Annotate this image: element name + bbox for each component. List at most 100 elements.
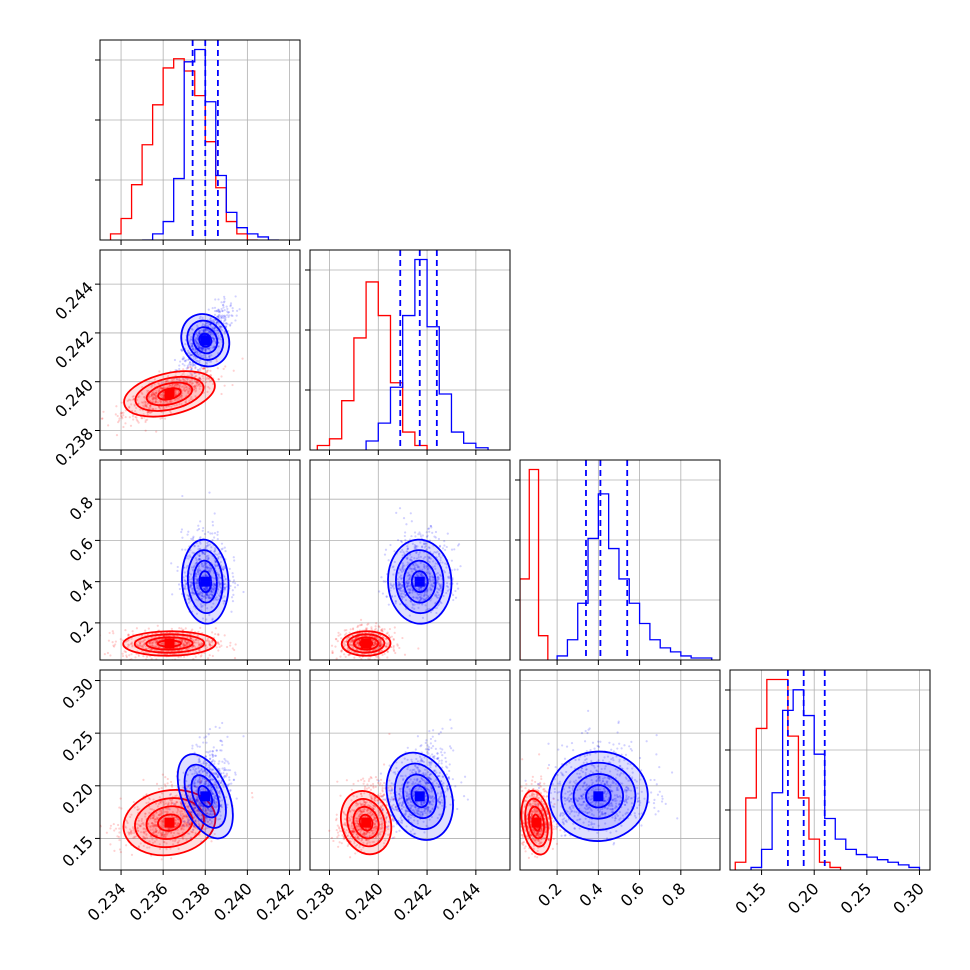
scatter-point-red	[206, 637, 210, 640]
scatter-point-blue	[203, 532, 207, 536]
contour-blue-peak	[200, 576, 211, 587]
scatter-point-blue	[200, 604, 203, 607]
scatter-point-red	[155, 395, 158, 398]
scatter-point-red	[201, 367, 204, 370]
scatter-point-red	[154, 399, 158, 402]
scatter-point-blue	[209, 317, 212, 320]
scatter-point-blue	[219, 576, 222, 580]
scatter-point-blue	[212, 588, 215, 591]
scatter-point-blue	[204, 588, 207, 591]
scatter-point-red	[162, 394, 165, 397]
scatter-point-blue	[197, 331, 201, 335]
scatter-point-red	[149, 406, 152, 409]
scatter-point-red	[191, 379, 194, 382]
histogram-blue	[556, 493, 713, 660]
scatter-point-red	[375, 622, 378, 625]
scatter-point-red	[174, 390, 177, 394]
scatter-point-blue	[201, 594, 204, 598]
scatter-point-red	[198, 377, 201, 380]
scatter-point-red	[120, 807, 123, 810]
scatter-point-red	[155, 430, 158, 433]
scatter-point-blue	[213, 587, 217, 590]
scatter-point-red	[210, 840, 213, 843]
scatter-point-blue	[223, 575, 226, 578]
scatter-point-red	[145, 655, 149, 658]
scatter-point-blue	[198, 557, 201, 560]
scatter-point-blue	[200, 347, 203, 351]
scatter-point-red	[205, 369, 208, 372]
scatter-point-red	[207, 657, 210, 660]
scatter-point-red	[214, 627, 217, 630]
scatter-point-blue	[208, 322, 211, 326]
scatter-point-red	[168, 399, 171, 402]
scatter-point-red	[131, 644, 134, 647]
scatter-point-red	[116, 835, 119, 838]
scatter-point-blue	[188, 584, 192, 587]
scatter-point-blue	[200, 594, 203, 597]
scatter-point-blue	[217, 310, 220, 313]
scatter-point-red	[128, 654, 131, 657]
scatter-point-red	[132, 395, 135, 398]
scatter-point-red	[179, 395, 182, 399]
scatter-point-blue	[210, 331, 213, 334]
scatter-point-blue	[223, 588, 227, 591]
scatter-point-blue	[414, 535, 417, 538]
scatter-point-blue	[188, 339, 191, 342]
scatter-point-blue	[201, 617, 205, 620]
scatter-point-blue	[216, 533, 219, 536]
scatter-point-red	[233, 648, 236, 652]
scatter-point-blue	[205, 594, 208, 597]
scatter-point-red	[182, 387, 186, 390]
scatter-point-red	[335, 657, 338, 660]
scatter-point-blue	[209, 331, 212, 334]
scatter-point-red	[152, 639, 156, 642]
scatter-point-red	[151, 407, 154, 410]
scatter-point-red	[191, 646, 194, 649]
scatter-point-blue	[200, 328, 203, 332]
scatter-point-red	[190, 638, 193, 641]
scatter-point-blue	[195, 359, 198, 363]
scatter-point-red	[163, 417, 167, 420]
scatter-point-red	[151, 398, 154, 401]
scatter-point-blue	[204, 592, 208, 595]
scatter-point-blue	[187, 352, 190, 355]
scatter-point-red	[120, 411, 123, 414]
scatter-point-blue	[205, 568, 208, 571]
scatter-point-blue	[223, 319, 226, 323]
scatter-point-red	[146, 410, 149, 414]
scatter-point-red	[185, 641, 188, 645]
scatter-point-red	[182, 642, 185, 645]
scatter-point-red	[122, 425, 125, 429]
scatter-point-blue	[198, 537, 201, 540]
scatter-point-blue	[197, 345, 200, 348]
scatter-point-blue	[224, 319, 227, 322]
scatter-point-blue	[223, 599, 226, 603]
scatter-point-blue	[232, 593, 235, 596]
scatter-point-red	[144, 404, 147, 408]
scatter-point-blue	[212, 345, 215, 348]
scatter-point-blue	[198, 329, 201, 332]
contour-blue-peak	[414, 576, 425, 587]
scatter-point-blue	[184, 342, 187, 346]
scatter-point-red	[173, 385, 176, 388]
scatter-point-red	[173, 404, 176, 407]
scatter-point-red	[205, 646, 209, 649]
scatter-point-red	[113, 849, 116, 852]
scatter-point-red	[144, 404, 148, 407]
scatter-point-blue	[222, 315, 225, 318]
scatter-point-blue	[202, 526, 205, 530]
scatter-point-red	[208, 654, 211, 657]
scatter-point-red	[153, 397, 157, 400]
scatter-point-blue	[207, 558, 210, 561]
scatter-point-red	[135, 627, 138, 630]
scatter-point-red	[187, 641, 190, 644]
scatter-point-blue	[195, 581, 198, 584]
scatter-point-blue	[223, 586, 226, 589]
scatter-point-red	[194, 380, 197, 384]
scatter-point-blue	[203, 553, 207, 556]
scatter-point-blue	[203, 347, 206, 350]
scatter-point-blue	[205, 592, 208, 596]
scatter-point-blue	[202, 329, 205, 332]
scatter-point-blue	[199, 602, 202, 606]
scatter-point-blue	[217, 555, 220, 558]
